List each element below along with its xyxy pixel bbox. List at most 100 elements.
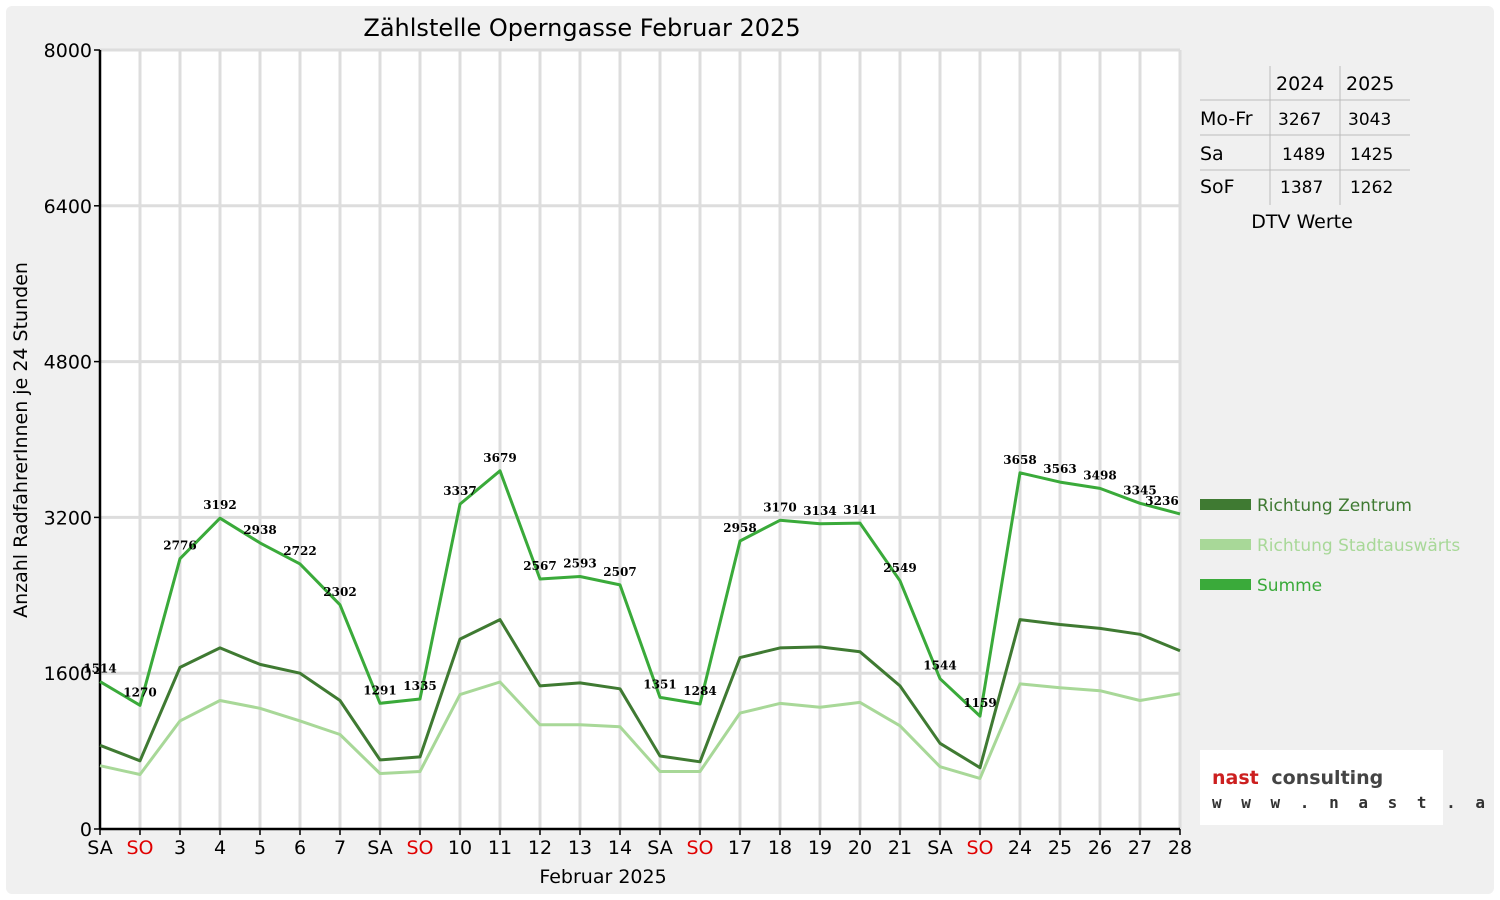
- dtv-cell: 1425: [1350, 145, 1393, 165]
- logo-background: [1200, 750, 1443, 825]
- logo-brand-a: nast: [1212, 767, 1259, 789]
- legend-swatch: [1200, 499, 1251, 510]
- data-label: 3658: [1003, 453, 1036, 467]
- data-label: 2958: [723, 521, 756, 535]
- data-label: 3134: [803, 504, 836, 518]
- x-tick-label: 17: [728, 837, 752, 859]
- x-tick-label: 19: [808, 837, 832, 859]
- x-tick-label: SO: [686, 837, 713, 859]
- x-tick-label: 24: [1008, 837, 1032, 859]
- y-axis-title: Anzahl RadfahrerInnen je 24 Stunden: [10, 262, 32, 618]
- x-tick-label: 25: [1048, 837, 1072, 859]
- legend: Richtung Zentrum Richtung Stadtauswärts Su…: [1200, 496, 1460, 596]
- dtv-row-label: SoF: [1200, 176, 1235, 198]
- x-tick-label: 27: [1128, 837, 1152, 859]
- x-tick-label: 18: [768, 837, 792, 859]
- data-label: 3345: [1123, 483, 1156, 497]
- y-tick-label: 6400: [44, 196, 92, 218]
- dtv-row-label: Mo-Fr: [1200, 108, 1253, 130]
- data-label: 3236: [1145, 494, 1178, 508]
- data-label: 1351: [643, 677, 676, 691]
- data-label: 3563: [1043, 462, 1076, 476]
- data-label: 1544: [923, 659, 956, 673]
- y-tick-label: 1600: [44, 663, 92, 685]
- x-tick-label: 5: [254, 837, 266, 859]
- logo-brand-b: consulting: [1271, 767, 1383, 789]
- y-tick-label: 0: [80, 819, 92, 841]
- x-tick-label: SO: [126, 837, 153, 859]
- data-label: 1291: [363, 683, 396, 697]
- dtv-cell: 1387: [1280, 178, 1323, 198]
- series-line-2: [99, 469, 1181, 718]
- logo-url: w w w . n a s t . a t: [1212, 793, 1500, 812]
- axes: SA SO 3 4 5 6 7 SA SO 10 11 12 13 14 SA SO 17 18 19 20 21 SA S…: [44, 40, 1192, 859]
- data-label: 1284: [683, 684, 716, 698]
- dtv-cell: 1262: [1350, 178, 1393, 198]
- data-label: 3170: [763, 500, 796, 514]
- data-label: 2507: [603, 565, 636, 579]
- dtv-header-2024: 2024: [1276, 73, 1324, 95]
- data-label: 2938: [243, 523, 276, 537]
- x-tick-label: SA: [87, 837, 112, 859]
- x-tick-label: 20: [848, 837, 872, 859]
- dtv-cell: 1489: [1282, 145, 1325, 165]
- y-tick-label: 4800: [44, 352, 92, 374]
- x-tick-label: 21: [888, 837, 912, 859]
- x-tick-label: 10: [448, 837, 472, 859]
- legend-label: Summe: [1257, 576, 1322, 596]
- plot-area: [100, 50, 1180, 829]
- x-tick-label: SA: [927, 837, 952, 859]
- x-tick-label: 7: [334, 837, 346, 859]
- series-lines: [99, 469, 1181, 780]
- data-label: 2722: [283, 544, 316, 558]
- data-label: 3141: [843, 503, 876, 517]
- x-tick-label: 13: [568, 837, 592, 859]
- x-tick-label: 11: [488, 837, 512, 859]
- y-tick-label: 8000: [44, 40, 92, 62]
- nast-consulting-logo: nast consulting w w w . n a s t . a t: [1200, 750, 1500, 825]
- legend-label: Richtung Stadtauswärts: [1257, 536, 1460, 556]
- x-tick-label: SO: [406, 837, 433, 859]
- data-label: 1335: [403, 679, 436, 693]
- legend-swatch: [1200, 539, 1251, 550]
- series-line-1: [99, 680, 1181, 780]
- dtv-cell: 3267: [1278, 110, 1321, 130]
- legend-label: Richtung Zentrum: [1257, 496, 1412, 516]
- x-tick-label: 28: [1168, 837, 1192, 859]
- data-label: 2567: [523, 559, 556, 573]
- legend-swatch: [1200, 579, 1251, 590]
- chart-title: Zählstelle Operngasse Februar 2025: [363, 14, 800, 42]
- data-label: 3337: [443, 484, 476, 498]
- data-label: 2302: [323, 585, 356, 599]
- x-tick-label: 4: [214, 837, 226, 859]
- x-tick-label: SA: [647, 837, 672, 859]
- dtv-cell: 3043: [1348, 110, 1391, 130]
- x-tick-label: SO: [966, 837, 993, 859]
- data-label: 1514: [83, 662, 116, 676]
- data-labels: 1514 1270 2776 3192 2938 2722 2302 1291 1335 3337…: [83, 451, 1178, 710]
- data-label: 1270: [123, 685, 156, 699]
- data-label: 2776: [163, 539, 196, 553]
- x-tick-label: 6: [294, 837, 306, 859]
- data-label: 1159: [963, 696, 996, 710]
- data-label: 3192: [203, 498, 236, 512]
- x-axis-title: Februar 2025: [539, 866, 666, 888]
- data-label: 3498: [1083, 468, 1116, 482]
- grid: [100, 48, 1182, 829]
- dtv-row-label: Sa: [1200, 143, 1224, 165]
- data-label: 2593: [563, 557, 596, 571]
- dtv-table: 2024 2025 Mo-Fr 3267 3043 Sa 1489 1425 S…: [1200, 66, 1410, 233]
- dtv-header-2025: 2025: [1346, 73, 1394, 95]
- x-tick-label: 12: [528, 837, 552, 859]
- x-tick-label: 14: [608, 837, 632, 859]
- x-tick-label: SA: [367, 837, 392, 859]
- logo-wordmark: nast consulting: [1212, 767, 1383, 789]
- data-label: 3679: [483, 451, 516, 465]
- series-line-0: [99, 618, 1181, 770]
- data-label: 2549: [883, 561, 916, 575]
- x-tick-label: 3: [174, 837, 186, 859]
- dtv-caption: DTV Werte: [1251, 211, 1353, 233]
- y-tick-label: 3200: [44, 507, 92, 529]
- x-tick-label: 26: [1088, 837, 1112, 859]
